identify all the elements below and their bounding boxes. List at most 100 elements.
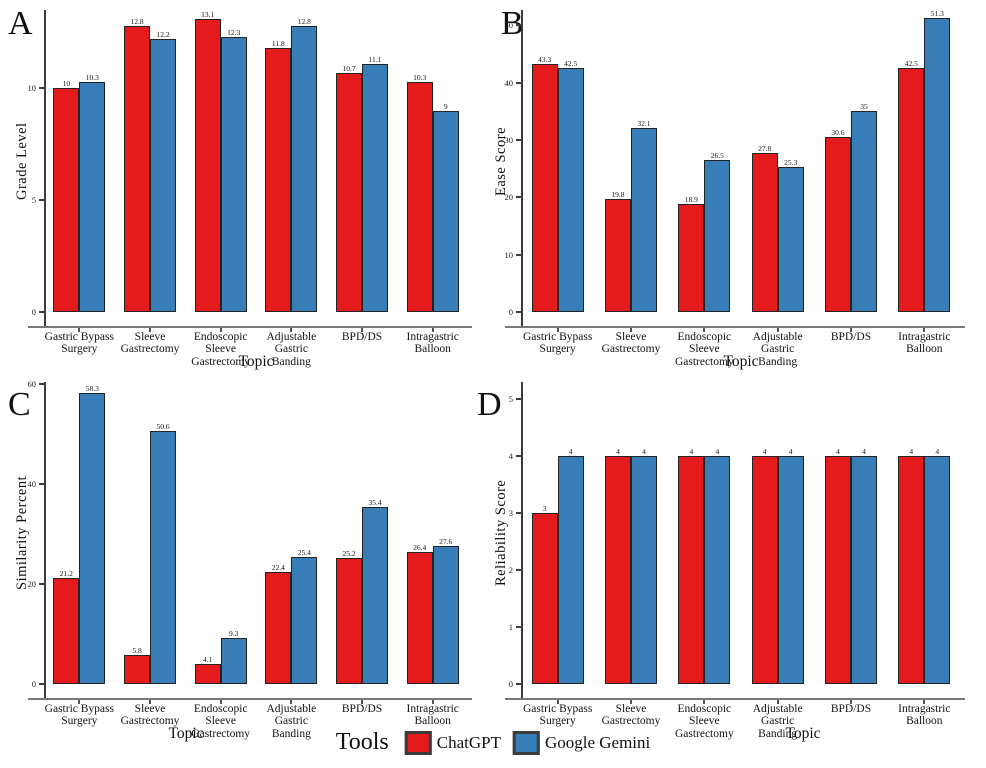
bar-value-label: 4 [862, 447, 866, 457]
category-slot: 11.8 12.8 [256, 17, 327, 312]
category-label-slot: Endoscopic Sleeve Gastrectomy [185, 331, 256, 368]
category-label: Sleeve Gastrectomy [120, 703, 180, 728]
y-tick-mark [516, 398, 521, 401]
panel-letter-B: B [501, 5, 524, 42]
x-ticks [44, 328, 468, 332]
panel-A: A Grade Level 0 5 10 10 10.3 12.8 12.2 13.1 12.3 11… [0, 0, 493, 372]
category-slot: 26.4 27.6 [397, 537, 468, 684]
y-tick-mark [516, 683, 521, 685]
y-tick-label: 4 [508, 451, 513, 462]
bar-value-label: 4 [909, 447, 914, 457]
y-axis-line [521, 382, 523, 700]
bar-google-gemini: 9 [432, 102, 459, 312]
category-slot: 12.8 12.2 [115, 17, 186, 312]
x-ticks [44, 700, 468, 704]
x-tick-slot [594, 328, 667, 332]
x-axis-line [28, 326, 472, 328]
bar-chatgpt: 18.9 [678, 195, 705, 312]
bar-value-label: 25.4 [297, 548, 311, 558]
category-label-slot: BPD/DS [327, 331, 398, 368]
category-label-slot: Intragastric Balloon [888, 703, 961, 740]
bar-chatgpt: 43.3 [531, 55, 558, 312]
y-tick-mark [516, 455, 521, 458]
x-tick-slot [256, 700, 327, 704]
bar-value-label: 12.8 [297, 16, 311, 26]
bar-google-gemini: 51.3 [924, 9, 951, 312]
plot-area: 21.2 58.3 5.8 50.6 4.1 9.3 22.4 25.4 25.2 35.4 26.… [44, 382, 468, 684]
category-label: Adjustable Gastric Banding [266, 703, 317, 740]
bar-value-label: 4 [568, 447, 573, 457]
category-label-slot: Endoscopic Sleeve Gastrectomy [668, 703, 741, 740]
bar-value-label: 4 [935, 447, 940, 457]
y-tick-label: 1 [508, 622, 513, 633]
y-axis-line [44, 10, 46, 328]
bar-google-gemini: 58.3 [79, 384, 106, 684]
y-axis-line [44, 382, 46, 700]
panel-letter-C: C [8, 386, 31, 423]
y-tick-mark [516, 196, 521, 199]
bar-value-label: 4 [762, 447, 767, 457]
category-label: Adjustable Gastric Banding [752, 703, 803, 740]
x-tick-mark [361, 328, 364, 332]
bar-google-gemini: 35 [850, 102, 877, 312]
bar-google-gemini: 27.6 [432, 537, 459, 684]
bar-value-label: 43.3 [538, 54, 552, 64]
x-tick-mark [923, 328, 926, 332]
bar-chatgpt: 13.1 [194, 10, 221, 312]
category-slot: 25.2 35.4 [327, 498, 398, 684]
category-label-slot: Intragastric Balloon [888, 331, 961, 368]
category-label: Adjustable Gastric Banding [752, 331, 803, 368]
category-slot: 27.8 25.3 [741, 144, 814, 312]
x-tick-slot [44, 700, 115, 704]
category-label: Intragastric Balloon [898, 703, 951, 728]
panel-letter-A: A [8, 5, 33, 42]
category-label-slot: Adjustable Gastric Banding [256, 703, 327, 740]
x-tick-mark [361, 700, 364, 704]
category-label-slot: BPD/DS [814, 703, 887, 740]
bar-chatgpt: 4 [898, 447, 925, 684]
x-tick-slot [327, 700, 398, 704]
bar-value-label: 19.8 [611, 189, 625, 199]
category-label-slot: Gastric Bypass Surgery [44, 331, 115, 368]
x-tick-mark [149, 700, 151, 704]
bar-chatgpt: 42.5 [898, 59, 925, 312]
x-tick-slot [668, 700, 741, 704]
x-tick-slot [115, 700, 186, 704]
bar-value-label: 3 [542, 504, 547, 514]
category-label: Sleeve Gastrectomy [601, 331, 661, 356]
bar-group-5: 30.6 35 [824, 102, 877, 312]
y-tick-label: 5 [31, 195, 36, 206]
y-tick-mark [516, 626, 521, 629]
x-tick-mark [776, 328, 779, 332]
category-label: Sleeve Gastrectomy [601, 703, 661, 728]
y-tick-mark [39, 583, 44, 586]
category-slot: 5.8 50.6 [115, 422, 186, 684]
category-slot: 43.3 42.5 [521, 55, 594, 312]
y-tick-label: 20 [27, 579, 37, 590]
bar-value-label: 4 [788, 447, 793, 457]
x-tick-slot [521, 700, 594, 704]
bar-google-gemini: 12.3 [220, 28, 247, 312]
bar-chatgpt: 4 [751, 447, 778, 684]
x-tick-slot [397, 700, 468, 704]
category-slot: 21.2 58.3 [44, 384, 115, 684]
category-labels: Gastric Bypass Surgery Sleeve Gastrectomy… [44, 331, 468, 368]
x-tick-slot [888, 328, 961, 332]
y-axis-title: Ease Score [493, 126, 509, 196]
bar-value-label: 4 [836, 447, 840, 457]
x-axis-title: Topic [785, 725, 821, 742]
y-tick-mark [516, 139, 521, 142]
bar-google-gemini: 12.8 [291, 17, 318, 312]
category-label-slot: Sleeve Gastrectomy [115, 703, 186, 740]
bar-google-gemini: 4 [630, 447, 657, 684]
category-label: Adjustable Gastric Banding [266, 331, 317, 368]
bar-chatgpt: 4 [824, 447, 851, 684]
x-tick-mark [78, 700, 81, 704]
category-slot: 10.7 11.1 [327, 55, 398, 312]
category-label-slot: Adjustable Gastric Banding [741, 331, 814, 368]
